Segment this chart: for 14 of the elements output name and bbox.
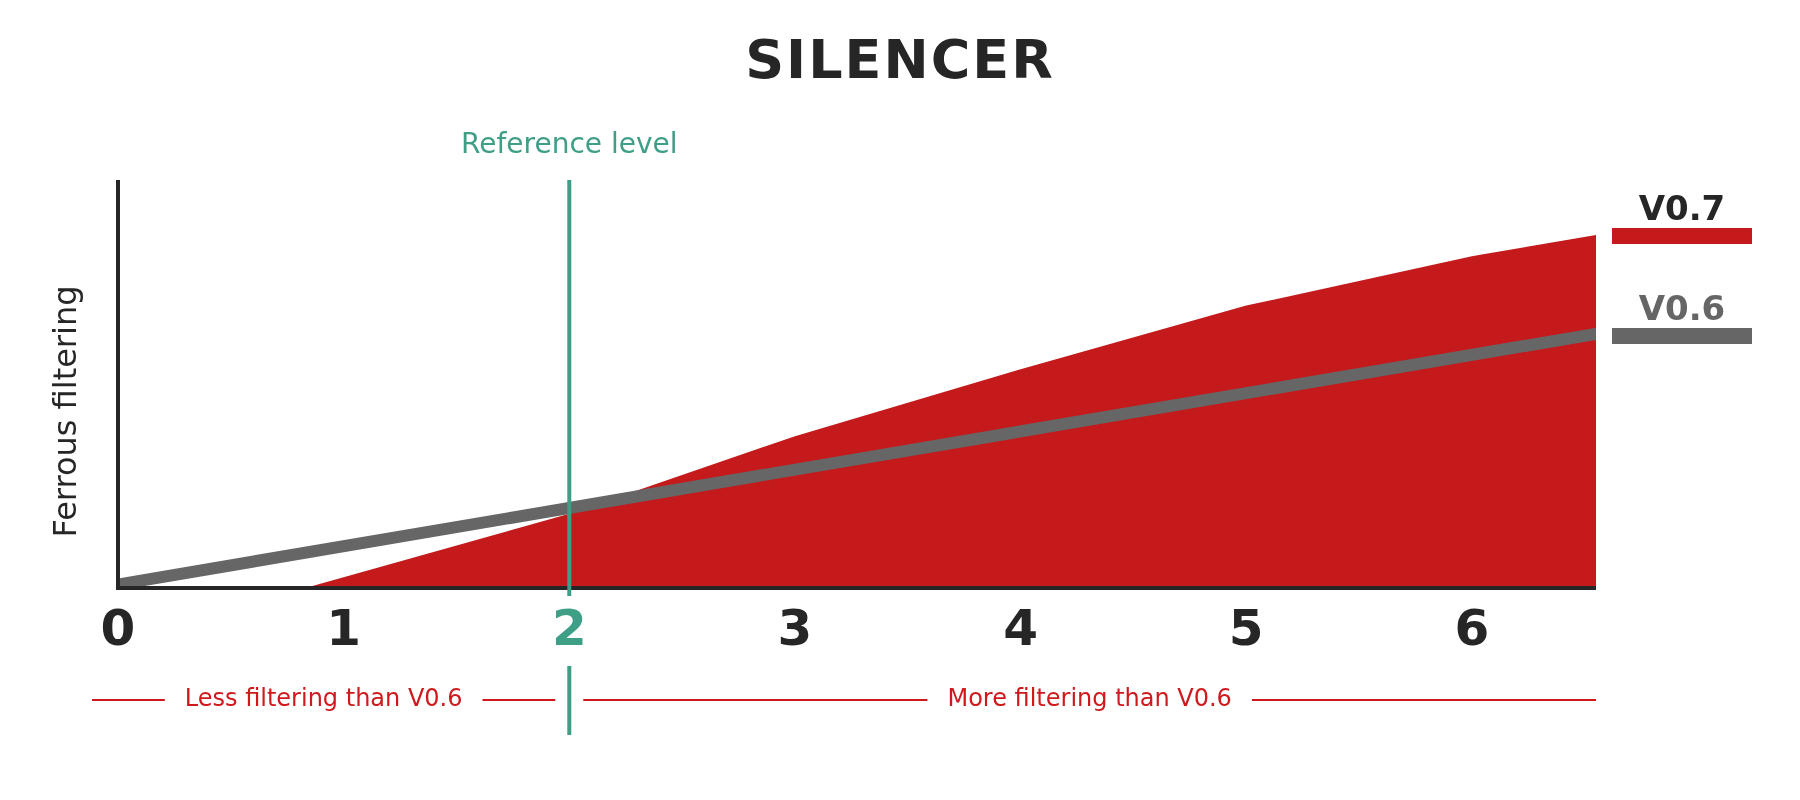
x-tick-label: 0 (100, 598, 136, 657)
x-tick-label: 3 (777, 598, 813, 657)
series-label: V0.7 (1637, 188, 1727, 228)
ref-line-label: Reference level (461, 127, 678, 161)
series-label: V0.6 (1637, 288, 1727, 328)
text: More filtering than V0.6 (947, 684, 1232, 713)
x-tick-label: 1 (326, 598, 362, 657)
x-tick-label: 6 (1454, 598, 1490, 657)
text: Less filtering than V0.6 (184, 684, 463, 713)
y-axis-title: Ferrous filtering (46, 285, 85, 538)
x-tick-label: 5 (1228, 598, 1264, 657)
chart-title: SILENCER (744, 28, 1056, 91)
x-tick-label: 4 (1003, 598, 1038, 657)
x-tick-label: 2 (551, 598, 587, 657)
